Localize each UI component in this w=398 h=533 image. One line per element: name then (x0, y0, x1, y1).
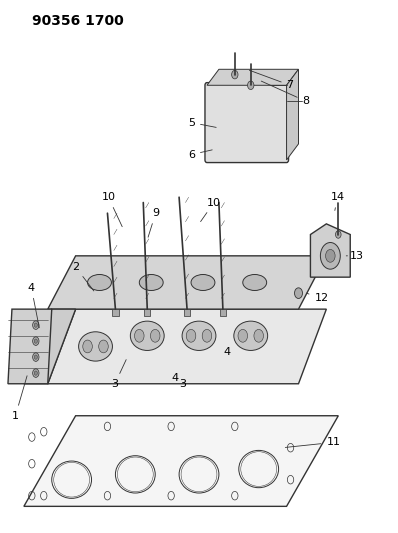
Circle shape (135, 329, 144, 342)
Bar (220, 309, 226, 316)
Text: 4: 4 (223, 347, 230, 357)
Circle shape (33, 337, 39, 345)
Text: 10: 10 (201, 198, 221, 222)
FancyBboxPatch shape (205, 83, 289, 163)
Text: 2: 2 (72, 262, 94, 291)
Circle shape (326, 249, 335, 262)
Circle shape (248, 81, 254, 90)
Text: 9: 9 (148, 208, 159, 237)
Circle shape (99, 340, 108, 353)
Text: 5: 5 (188, 118, 216, 127)
Circle shape (186, 329, 196, 342)
Ellipse shape (191, 274, 215, 290)
Text: 3: 3 (111, 360, 126, 389)
Circle shape (34, 339, 37, 343)
Circle shape (295, 288, 302, 298)
Circle shape (254, 329, 263, 342)
Bar (144, 309, 150, 316)
Polygon shape (48, 256, 326, 309)
Ellipse shape (182, 321, 216, 351)
Text: 11: 11 (285, 438, 340, 447)
Text: 10: 10 (101, 192, 122, 227)
Text: 90356 1700: 90356 1700 (32, 14, 124, 28)
Text: 13: 13 (346, 251, 364, 261)
Circle shape (33, 369, 39, 377)
Circle shape (232, 70, 238, 79)
Polygon shape (287, 69, 298, 160)
Circle shape (34, 371, 37, 375)
Circle shape (83, 340, 92, 353)
Ellipse shape (131, 321, 164, 351)
Text: 6: 6 (188, 150, 212, 159)
Text: 12: 12 (306, 293, 328, 303)
Circle shape (320, 243, 340, 269)
Bar (184, 309, 190, 316)
Circle shape (238, 329, 248, 342)
Ellipse shape (78, 332, 113, 361)
Text: 1: 1 (12, 376, 27, 421)
Text: 4: 4 (172, 374, 179, 383)
Circle shape (336, 231, 341, 238)
Polygon shape (207, 69, 298, 85)
Polygon shape (310, 224, 350, 277)
Polygon shape (48, 309, 326, 384)
Circle shape (34, 323, 37, 327)
Ellipse shape (139, 274, 163, 290)
Text: 8: 8 (261, 81, 310, 106)
Circle shape (202, 329, 212, 342)
Text: 4: 4 (28, 283, 39, 328)
Text: 7: 7 (250, 70, 294, 90)
Polygon shape (24, 416, 338, 506)
Ellipse shape (234, 321, 268, 351)
Ellipse shape (243, 274, 267, 290)
Polygon shape (8, 309, 52, 384)
Circle shape (33, 353, 39, 361)
Circle shape (34, 355, 37, 359)
Circle shape (150, 329, 160, 342)
Circle shape (33, 321, 39, 329)
Ellipse shape (88, 274, 111, 290)
Text: 14: 14 (330, 192, 344, 211)
Text: 3: 3 (179, 379, 187, 389)
Polygon shape (24, 309, 76, 384)
Bar (112, 309, 119, 316)
